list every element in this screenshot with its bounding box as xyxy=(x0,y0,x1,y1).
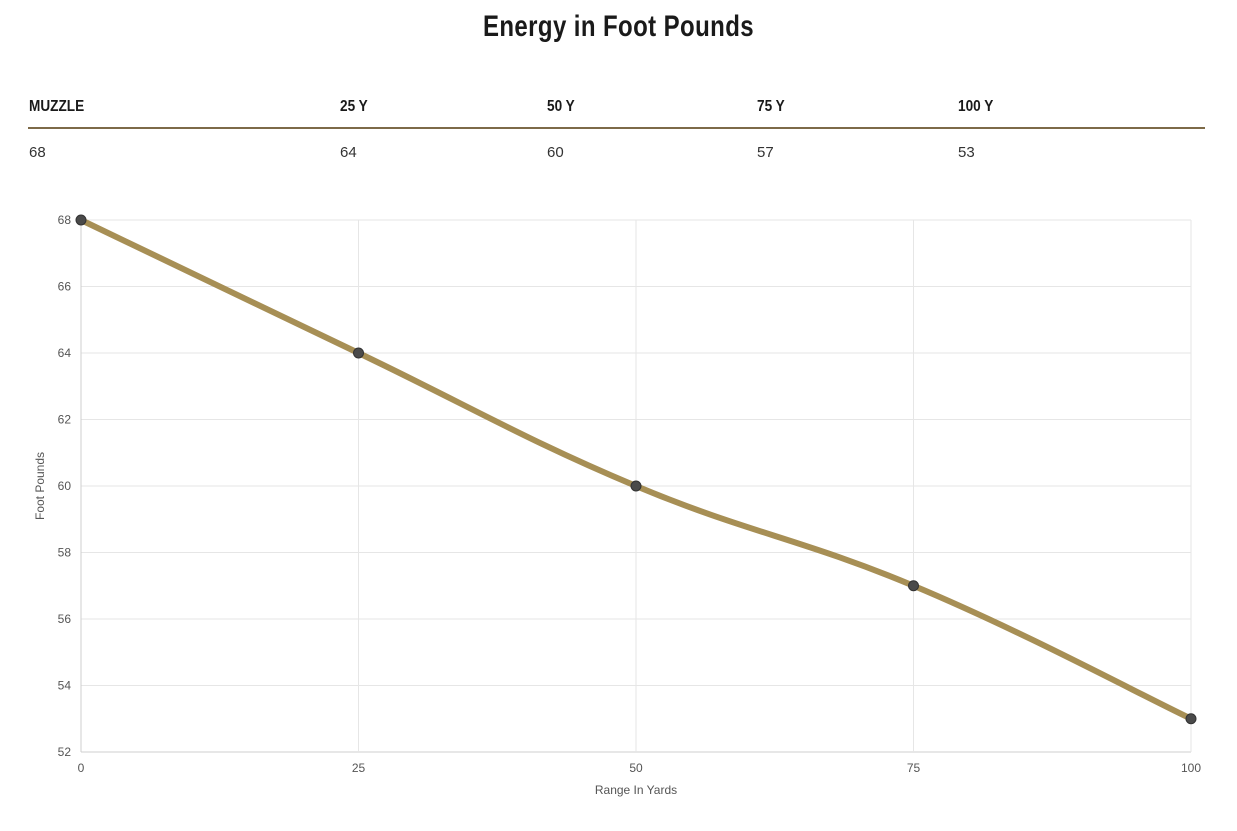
table-cell: 57 xyxy=(757,144,774,161)
y-tick-label: 52 xyxy=(58,745,72,759)
data-point xyxy=(75,214,87,226)
chart-title: Energy in Foot Pounds xyxy=(482,10,755,43)
y-tick-label: 62 xyxy=(58,413,72,427)
table-header: MUZZLE xyxy=(29,98,85,115)
x-tick-label: 75 xyxy=(907,761,921,775)
table-cell: 53 xyxy=(958,144,975,161)
x-tick-label: 50 xyxy=(629,761,643,775)
table-header: 75 Y xyxy=(757,98,785,115)
x-tick-label: 0 xyxy=(78,761,85,775)
y-tick-label: 54 xyxy=(58,679,72,693)
data-point xyxy=(630,480,642,492)
y-tick-label: 66 xyxy=(58,280,72,294)
y-tick-label: 60 xyxy=(58,479,72,493)
data-point xyxy=(1185,713,1197,725)
y-tick-label: 64 xyxy=(58,346,72,360)
data-point xyxy=(908,580,919,592)
table-cell: 68 xyxy=(29,144,46,161)
table-header: 50 Y xyxy=(547,98,575,115)
data-point xyxy=(353,347,364,359)
x-axis-label: Range In Yards xyxy=(595,783,677,797)
x-tick-label: 100 xyxy=(1181,761,1201,775)
y-tick-label: 58 xyxy=(58,546,72,560)
table-divider xyxy=(28,127,1205,129)
y-tick-label: 68 xyxy=(58,213,72,227)
x-tick-label: 25 xyxy=(352,761,366,775)
table-header: 25 Y xyxy=(340,98,368,115)
y-axis-label: Foot Pounds xyxy=(33,452,47,520)
table-header: 100 Y xyxy=(958,98,994,115)
table-cell: 60 xyxy=(547,144,564,161)
table-cell: 64 xyxy=(340,144,357,161)
y-tick-label: 56 xyxy=(58,612,72,626)
